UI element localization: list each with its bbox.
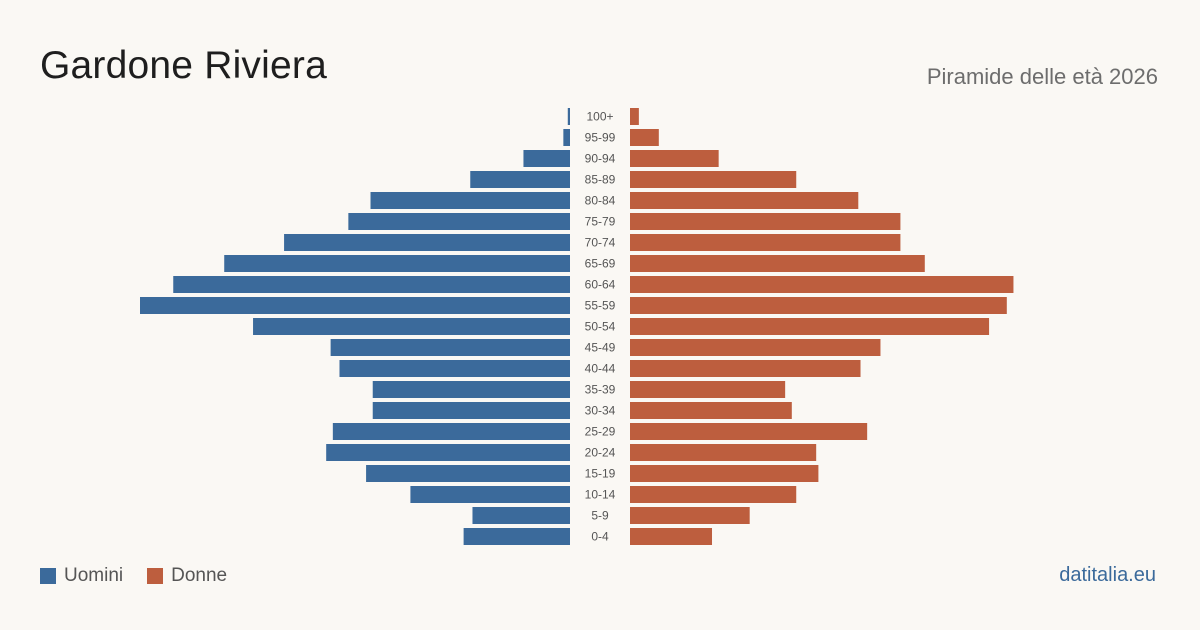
bar-women-55-59: [630, 297, 1007, 314]
age-label-30-34: 30-34: [585, 404, 616, 418]
bar-women-40-44: [630, 360, 861, 377]
age-label-70-74: 70-74: [585, 236, 616, 250]
bar-men-15-19: [366, 465, 570, 482]
bar-women-10-14: [630, 486, 797, 503]
age-label-60-64: 60-64: [585, 278, 616, 292]
bar-men-25-29: [332, 423, 570, 440]
chart-legend: Uomini Donne: [40, 565, 251, 587]
age-label-75-79: 75-79: [585, 215, 616, 229]
age-label-65-69: 65-69: [585, 257, 616, 271]
age-label-55-59: 55-59: [585, 299, 616, 313]
bar-men-95-99: [563, 129, 570, 146]
age-label-20-24: 20-24: [585, 446, 616, 460]
bar-men-70-74: [284, 234, 570, 251]
bar-men-40-44: [339, 360, 570, 377]
legend-item-women: Donne: [147, 565, 227, 587]
legend-label-men: Uomini: [64, 565, 124, 586]
bar-women-15-19: [630, 465, 819, 482]
age-label-90-94: 90-94: [585, 152, 616, 166]
bar-men-5-9: [472, 507, 570, 524]
bar-women-90-94: [630, 150, 719, 167]
bar-men-50-54: [253, 318, 570, 335]
legend-label-women: Donne: [171, 565, 228, 586]
page-title: Gardone Riviera: [40, 44, 327, 87]
bar-women-65-69: [630, 255, 925, 272]
bar-men-45-49: [330, 339, 570, 356]
age-label-80-84: 80-84: [585, 194, 616, 208]
bar-women-80-84: [630, 192, 859, 209]
bar-men-65-69: [224, 255, 570, 272]
bar-men-20-24: [326, 444, 570, 461]
bar-men-30-34: [372, 402, 570, 419]
age-label-50-54: 50-54: [585, 320, 616, 334]
age-label-25-29: 25-29: [585, 425, 616, 439]
bar-men-10-14: [410, 486, 570, 503]
age-label-0-4: 0-4: [591, 530, 609, 544]
bar-women-50-54: [630, 318, 990, 335]
bar-men-100+: [567, 108, 570, 125]
bar-men-60-64: [173, 276, 570, 293]
bar-women-95-99: [630, 129, 659, 146]
bar-women-70-74: [630, 234, 901, 251]
bar-women-100+: [630, 108, 639, 125]
bar-men-0-4: [463, 528, 570, 545]
legend-swatch-women: [147, 568, 164, 584]
age-label-10-14: 10-14: [585, 488, 616, 502]
bar-women-75-79: [630, 213, 901, 230]
age-label-15-19: 15-19: [585, 467, 616, 481]
bar-women-25-29: [630, 423, 868, 440]
age-label-35-39: 35-39: [585, 383, 616, 397]
brand-link[interactable]: datitalia.eu: [1059, 564, 1156, 586]
age-label-45-49: 45-49: [585, 341, 616, 355]
bar-men-55-59: [140, 297, 570, 314]
bar-women-0-4: [630, 528, 713, 545]
age-label-85-89: 85-89: [585, 173, 616, 187]
bar-women-5-9: [630, 507, 750, 524]
bar-men-85-89: [470, 171, 570, 188]
age-label-5-9: 5-9: [591, 509, 609, 523]
chart-subtitle: Piramide delle età 2026: [926, 64, 1158, 89]
bar-men-35-39: [372, 381, 570, 398]
legend-item-men: Uomini: [40, 565, 123, 587]
bar-men-90-94: [523, 150, 570, 167]
age-label-40-44: 40-44: [585, 362, 616, 376]
age-label-100+: 100+: [586, 110, 613, 124]
bar-women-30-34: [630, 402, 792, 419]
bar-women-45-49: [630, 339, 881, 356]
age-label-95-99: 95-99: [585, 131, 616, 145]
bar-men-80-84: [370, 192, 570, 209]
bar-women-60-64: [630, 276, 1014, 293]
bar-women-85-89: [630, 171, 797, 188]
bar-men-75-79: [348, 213, 570, 230]
bar-women-35-39: [630, 381, 786, 398]
bar-women-20-24: [630, 444, 817, 461]
legend-swatch-men: [40, 568, 56, 584]
